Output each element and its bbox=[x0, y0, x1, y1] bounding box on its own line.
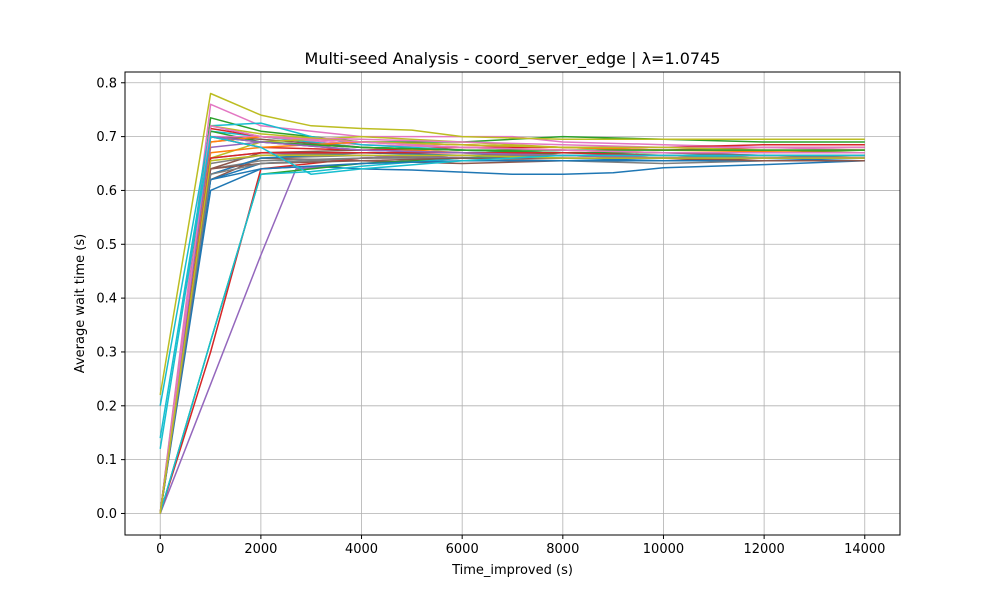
series-line-seed-27 bbox=[159, 135, 865, 514]
chart-title: Multi-seed Analysis - coord_server_edge … bbox=[305, 49, 721, 69]
series-line-seed-40 bbox=[159, 135, 865, 450]
y-axis-label: Average wait time (s) bbox=[73, 234, 88, 373]
series-line-seed-36 bbox=[159, 157, 865, 514]
x-tick-label: 6000 bbox=[446, 542, 479, 557]
series-group bbox=[159, 92, 865, 514]
x-tick-label: 0 bbox=[156, 542, 164, 557]
y-tick-label: 0.2 bbox=[96, 399, 117, 414]
series-line-seed-37 bbox=[159, 125, 865, 514]
y-tick-label: 0.4 bbox=[96, 292, 117, 307]
series-line-seed-9 bbox=[159, 92, 865, 396]
x-axis-label: Time_improved (s) bbox=[451, 563, 573, 578]
y-tick-label: 0.6 bbox=[96, 184, 117, 199]
x-tick-label: 14000 bbox=[844, 542, 885, 557]
y-tick-label: 0.3 bbox=[96, 345, 117, 360]
series-line-seed-39 bbox=[159, 154, 865, 514]
y-tick-label: 0.0 bbox=[96, 507, 117, 522]
x-tick-label: 8000 bbox=[546, 542, 579, 557]
x-tick-label: 12000 bbox=[743, 542, 784, 557]
plot-frame bbox=[124, 71, 901, 536]
x-tick-label: 10000 bbox=[643, 542, 684, 557]
x-tick-label: 4000 bbox=[345, 542, 378, 557]
y-tick-label: 0.7 bbox=[96, 130, 117, 145]
series-line-seed-29 bbox=[159, 125, 865, 514]
y-tick-label: 0.8 bbox=[96, 76, 117, 91]
y-tick-label: 0.1 bbox=[96, 453, 117, 468]
grid bbox=[125, 72, 900, 535]
axis-ticks: 0 2000 4000 6000 8000 10000 12000 14000 0.0 0.1 0.… bbox=[96, 76, 885, 557]
x-tick-label: 2000 bbox=[244, 542, 277, 557]
y-tick-label: 0.5 bbox=[96, 238, 117, 253]
series-line-seed-20 bbox=[159, 122, 865, 406]
series-line-seed-6 bbox=[159, 157, 865, 514]
